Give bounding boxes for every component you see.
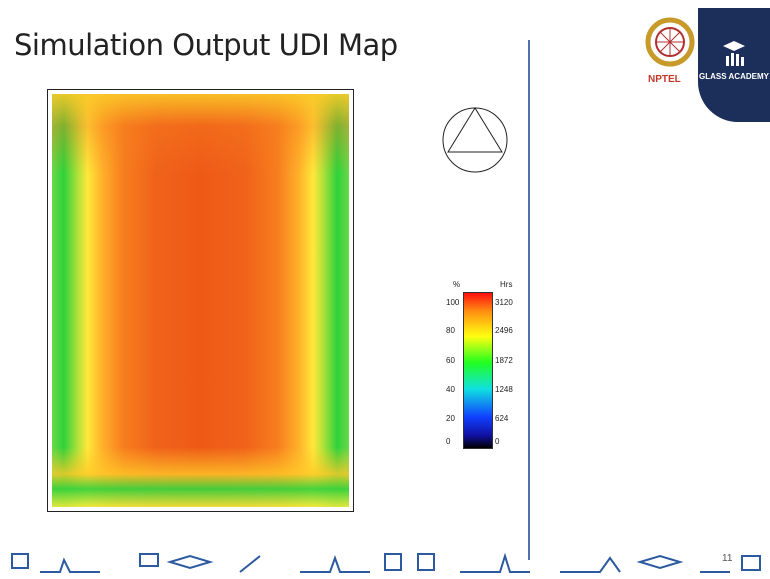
- legend-label: 1872: [495, 356, 513, 365]
- legend-label: 1248: [495, 385, 513, 394]
- page-number: 11: [722, 553, 732, 564]
- legend-label: 624: [495, 414, 508, 423]
- udi-map: [47, 89, 354, 512]
- logo-text: NPTEL: [648, 74, 681, 85]
- legend-title: Hrs: [500, 280, 512, 289]
- legend-color-bar: [463, 292, 493, 449]
- legend-label: 40: [446, 385, 455, 394]
- legend-label: 20: [446, 414, 455, 423]
- orientation-symbol: [440, 100, 512, 180]
- logo-text: GLASS ACADEMY: [698, 72, 770, 81]
- heatmap-top-band: [52, 94, 349, 174]
- footer-icons: [0, 548, 770, 579]
- divider: [528, 40, 530, 560]
- legend-label: 60: [446, 356, 455, 365]
- legend-label: 3120: [495, 298, 513, 307]
- slide-title: Simulation Output UDI Map: [14, 28, 398, 62]
- legend-title: %: [453, 280, 460, 289]
- legend-label: 80: [446, 326, 455, 335]
- legend-label: 100: [446, 298, 459, 307]
- heatmap-bottom-band: [52, 447, 349, 507]
- legend-label: 2496: [495, 326, 513, 335]
- nptel-logo: [645, 12, 695, 74]
- legend-label: 0: [446, 437, 450, 446]
- academy-logo: [698, 8, 770, 122]
- heatmap-image: [52, 94, 349, 507]
- slide: Simulation Output UDI Map % Hrs 100 80 60 4…: [0, 0, 770, 579]
- academy-icon: [698, 8, 770, 68]
- legend-label: 0: [495, 437, 499, 446]
